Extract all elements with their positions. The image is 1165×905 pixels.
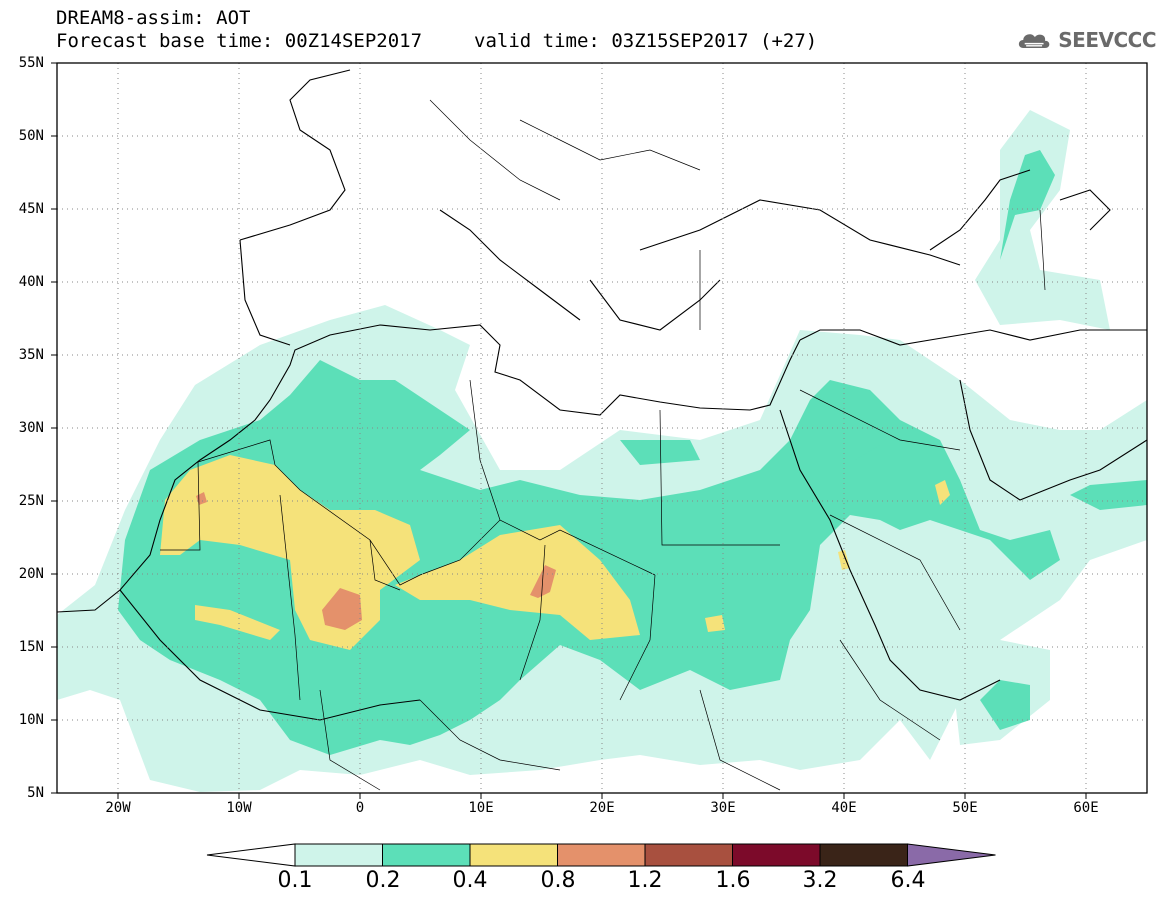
country-borders bbox=[160, 99, 1046, 791]
lat-label: 45N bbox=[18, 201, 44, 217]
aot-level-0.8 bbox=[196, 492, 556, 630]
axis-ticks bbox=[51, 62, 1087, 799]
colorbar-label: 3.2 bbox=[802, 868, 838, 893]
lon-label: 60E bbox=[1073, 800, 1099, 816]
colorbar-swatch bbox=[819, 843, 908, 867]
lat-label: 35N bbox=[18, 347, 44, 363]
cloud-logo-icon bbox=[1018, 34, 1050, 48]
logo-text: SEEVCCC bbox=[1058, 28, 1156, 52]
lon-label: 50E bbox=[952, 800, 978, 816]
colorbar-swatch bbox=[469, 843, 558, 867]
colorbar-swatch bbox=[732, 843, 821, 867]
lat-label: 30N bbox=[18, 420, 44, 436]
lon-label: 10W bbox=[226, 800, 252, 816]
colorbar-label: 0.2 bbox=[365, 868, 401, 893]
lat-label: 20N bbox=[18, 566, 44, 582]
lat-label: 40N bbox=[18, 274, 44, 290]
colorbar-label: 0.4 bbox=[452, 868, 488, 893]
valid-time: valid time: 03Z15SEP2017 (+27) bbox=[474, 30, 818, 52]
lon-label: 30E bbox=[710, 800, 736, 816]
colorbar-arrow-low bbox=[206, 843, 296, 867]
lat-label: 25N bbox=[18, 493, 44, 509]
forecast-base-time: Forecast base time: 00Z14SEP2017 bbox=[56, 30, 423, 52]
colorbar-label: 0.1 bbox=[277, 868, 313, 893]
lat-label: 55N bbox=[18, 55, 44, 71]
colorbar-label: 0.8 bbox=[540, 868, 576, 893]
colorbar-label: 6.4 bbox=[890, 868, 926, 893]
lat-label: 15N bbox=[18, 639, 44, 655]
colorbar-label: 1.2 bbox=[627, 868, 663, 893]
colorbar-swatch bbox=[294, 843, 383, 867]
colorbar-swatch bbox=[557, 843, 646, 867]
lon-label: 20E bbox=[589, 800, 615, 816]
colorbar-arrow-high bbox=[907, 843, 996, 867]
lon-label: 10E bbox=[468, 800, 494, 816]
map-title: DREAM8-assim: AOT bbox=[56, 7, 251, 29]
forecast-time-line: Forecast base time: 00Z14SEP2017 valid ti… bbox=[56, 31, 817, 51]
colorbar-swatch bbox=[382, 843, 471, 867]
lon-label: 40E bbox=[831, 800, 857, 816]
lat-label: 5N bbox=[27, 785, 44, 801]
lat-label: 50N bbox=[18, 128, 44, 144]
seevccc-logo: SEEVCCC bbox=[1016, 22, 1156, 58]
lon-label: 20W bbox=[105, 800, 131, 816]
coastlines bbox=[57, 69, 1147, 721]
lat-label: 10N bbox=[18, 712, 44, 728]
graticule bbox=[57, 63, 1147, 793]
colorbar-label: 1.6 bbox=[715, 868, 751, 893]
colorbar-swatch bbox=[644, 843, 733, 867]
lon-label: 0 bbox=[355, 800, 365, 816]
